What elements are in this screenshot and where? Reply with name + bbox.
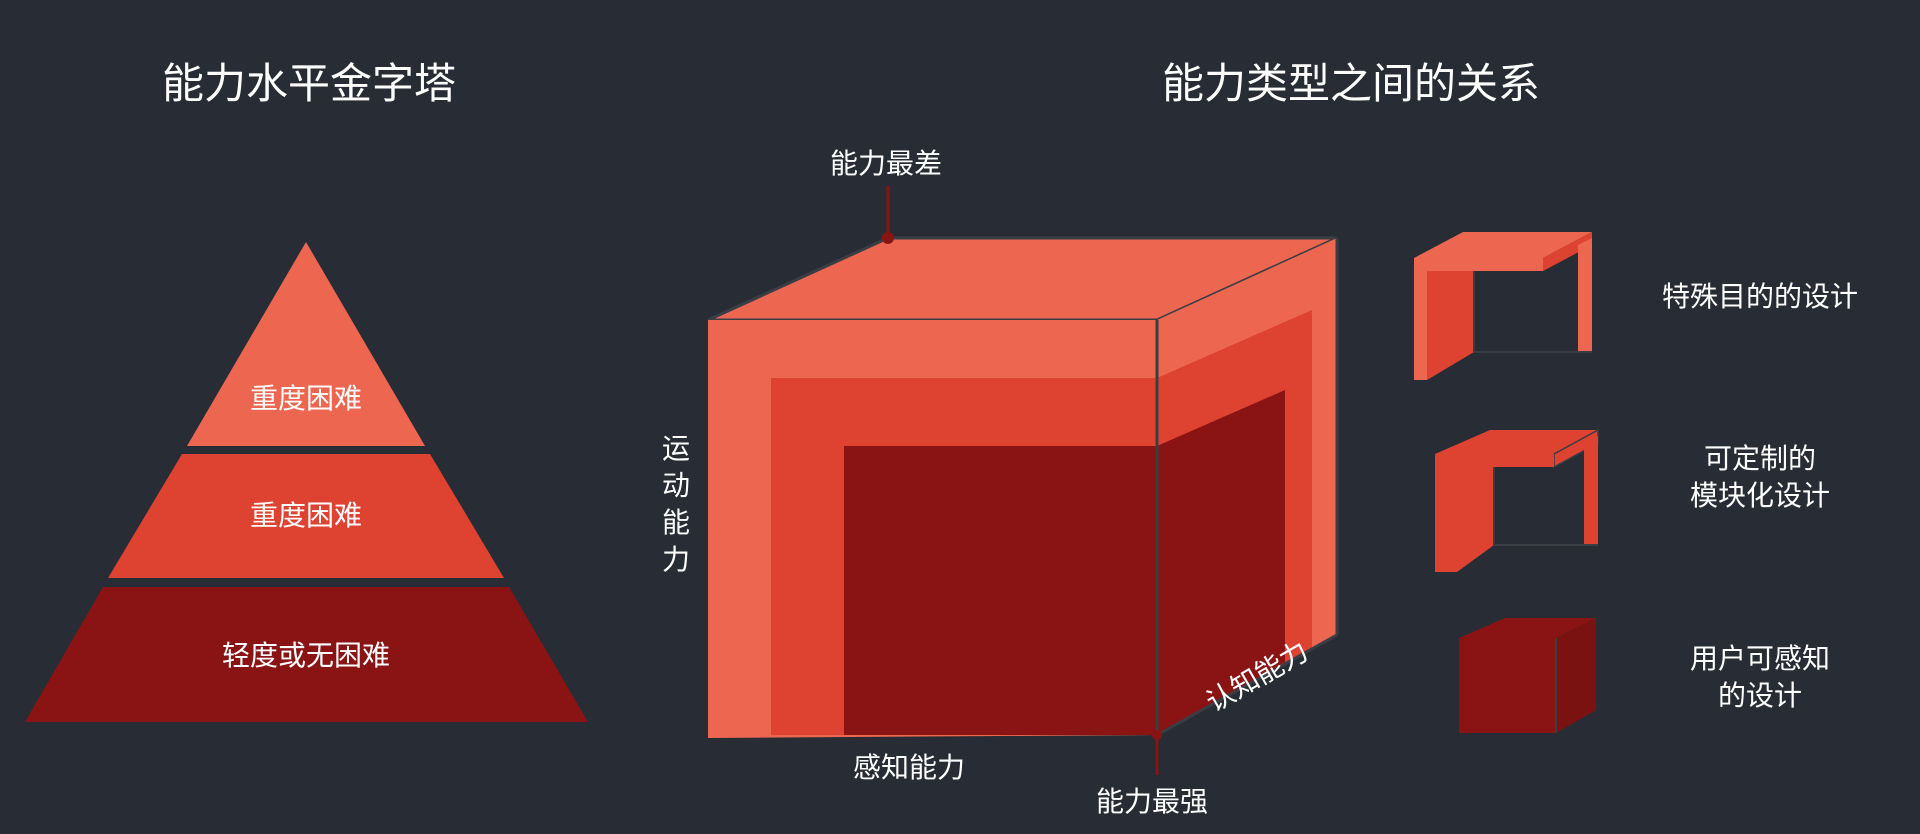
pyramid-tier-top — [187, 242, 425, 446]
legend-label-perceivable-line1: 用户可感知 — [1689, 642, 1830, 675]
legend-label-perceivable-line2: 的设计 — [1717, 679, 1802, 712]
legend-icon-modular — [1435, 428, 1599, 572]
legend-label-modular: 可定制的 模块化设计 — [1640, 440, 1880, 514]
worst-ability-label: 能力最差 — [830, 147, 943, 180]
legend-label-special-purpose: 特殊目的的设计 — [1640, 278, 1880, 315]
legend-label-special-purpose-line1: 特殊目的的设计 — [1661, 280, 1858, 313]
cube-inner-side — [1157, 390, 1285, 735]
pyramid-title: 能力水平金字塔 — [162, 59, 457, 108]
best-ability-label: 能力最强 — [1096, 785, 1209, 818]
pyramid-tier-bottom-label: 轻度或无困难 — [221, 639, 390, 672]
axis-motor-label: 运动能力 — [661, 432, 690, 576]
pyramid-tier-bottom — [25, 587, 588, 722]
pyramid — [25, 242, 588, 722]
legend-label-modular-line1: 可定制的 — [1703, 442, 1816, 475]
bottom-pointer-dot — [1152, 730, 1162, 740]
top-pointer-dot — [882, 232, 894, 244]
cube — [707, 186, 1339, 775]
legend-label-perceivable: 用户可感知 的设计 — [1640, 640, 1880, 714]
legend-icon-perceivable — [1459, 618, 1596, 733]
cube-edge-bottom-side — [1156, 633, 1338, 737]
pyramid-tier-middle-label: 重度困难 — [249, 499, 362, 532]
cube-title: 能力类型之间的关系 — [1162, 59, 1541, 108]
pyramid-tier-middle — [108, 454, 504, 578]
cube-inner-front — [844, 446, 1157, 735]
axis-perception-label: 感知能力 — [853, 751, 966, 784]
legend-icon-special-purpose — [1414, 232, 1592, 380]
legend-label-modular-line2: 模块化设计 — [1689, 479, 1830, 512]
pyramid-tier-top-label: 重度困难 — [249, 382, 362, 415]
